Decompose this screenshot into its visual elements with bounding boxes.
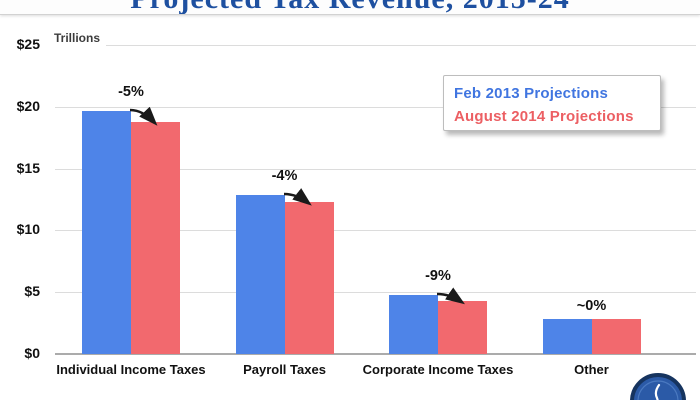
chart-title: Projected Tax Revenue, 2015-24 [0, 0, 700, 14]
title-strip: Projected Tax Revenue, 2015-24 [0, 0, 700, 15]
x-axis-line [55, 353, 696, 355]
change-annotation: -9% [425, 267, 451, 284]
change-annotation: -4% [271, 167, 298, 184]
gridline [55, 292, 696, 294]
bar-feb-2013 [235, 194, 285, 354]
y-tick-label: $0 [24, 345, 40, 361]
y-tick-label: $25 [16, 36, 40, 52]
bar-feb-2013 [82, 110, 131, 354]
y-tick-label: $10 [16, 221, 40, 238]
legend-item-august-2014: August 2014 Projections [454, 108, 634, 125]
legend: Feb 2013 Projections August 2014 Project… [443, 75, 661, 131]
bar-august-2014 [438, 300, 487, 354]
decrease-arrow [436, 287, 465, 304]
blue-circular-seal-logo [629, 372, 687, 400]
bar-august-2014 [284, 201, 334, 354]
x-category-label: Other [574, 362, 609, 377]
gridline [55, 230, 696, 232]
bar-feb-2013 [542, 319, 592, 354]
decrease-arrow [283, 187, 312, 206]
bar-august-2014 [591, 319, 641, 354]
change-annotation: -5% [118, 83, 144, 100]
gridline [55, 45, 696, 46]
gridline [55, 168, 696, 170]
x-category-label: Payroll Taxes [243, 362, 326, 377]
y-tick-label: $15 [16, 159, 40, 176]
decrease-arrow [129, 106, 158, 126]
units-label: Trillions [50, 31, 107, 48]
y-tick-label: $20 [16, 97, 40, 114]
y-tick-label: $5 [24, 283, 40, 300]
gridline [55, 106, 696, 108]
quill-glyph [654, 383, 661, 400]
legend-item-feb-2013: Feb 2013 Projections [454, 85, 609, 102]
x-category-label: Individual Income Taxes [56, 362, 206, 377]
change-annotation: ~0% [576, 298, 607, 315]
bar-feb-2013 [389, 294, 438, 354]
bar-august-2014 [131, 121, 180, 354]
x-category-label: Corporate Income Taxes [362, 362, 514, 377]
